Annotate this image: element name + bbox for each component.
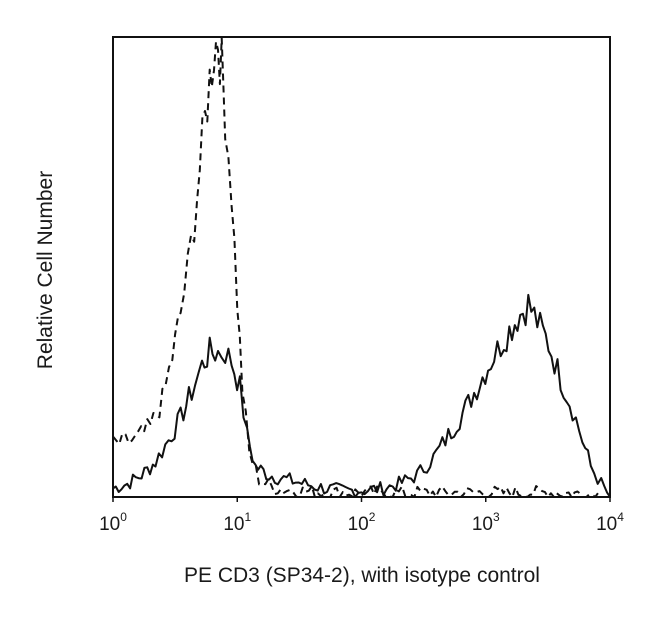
curves-layer bbox=[112, 37, 611, 498]
x-tick-label: 103 bbox=[472, 510, 500, 535]
x-axis-ticks: 100 101 102 103 104 bbox=[99, 497, 624, 535]
x-tick-label: 101 bbox=[223, 510, 251, 535]
plot-frame bbox=[112, 36, 611, 498]
x-axis-label: PE CD3 (SP34-2), with isotype control bbox=[184, 564, 540, 587]
x-tick-label: 100 bbox=[99, 510, 127, 535]
isotype-control-curve bbox=[112, 37, 611, 498]
y-axis-label: Relative Cell Number bbox=[34, 171, 57, 369]
x-tick-label: 104 bbox=[596, 510, 624, 535]
x-tick-label: 102 bbox=[348, 510, 376, 535]
cd3-stained-curve bbox=[112, 293, 611, 498]
